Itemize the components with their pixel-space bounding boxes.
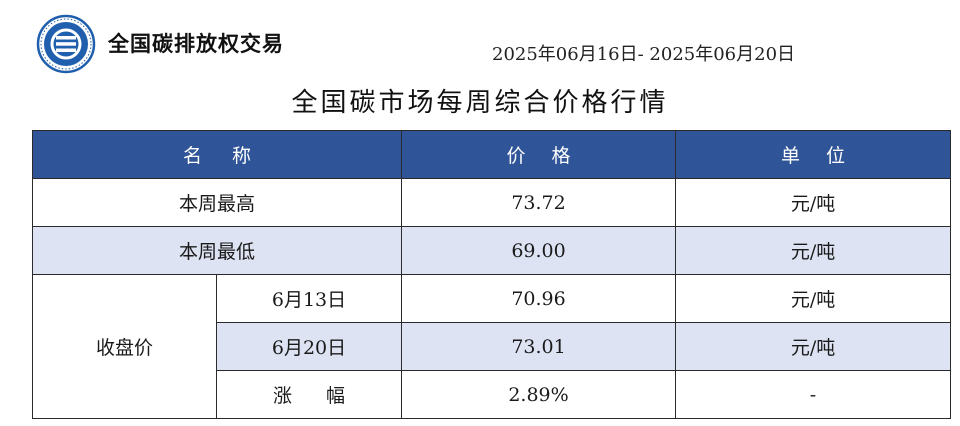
table-row: 本周最低 69.00 元/吨 xyxy=(31,226,952,275)
price-table: 名 称 价 格 单 位 本周最高 73.72 元/吨 本周最低 69.00 元/… xyxy=(31,130,952,419)
row-price-weekly-high: 73.72 xyxy=(401,178,677,227)
table-row: 收盘价 6月13日 70.96 元/吨 xyxy=(32,274,952,419)
column-header-unit: 单 位 xyxy=(675,130,952,179)
page-title: 全国碳市场每周综合价格行情 xyxy=(291,88,669,118)
table-header-row: 名 称 价 格 单 位 xyxy=(31,130,952,179)
column-header-name: 名 称 xyxy=(31,130,403,179)
row-unit-weekly-low: 元/吨 xyxy=(675,226,952,275)
closing-unit-prev: 元/吨 xyxy=(675,274,952,323)
row-name-weekly-high: 本周最高 xyxy=(31,178,403,227)
closing-date-prev: 6月13日 xyxy=(215,274,403,323)
row-name-weekly-low: 本周最低 xyxy=(31,226,403,275)
closing-price-prev: 70.96 xyxy=(401,274,677,323)
carbon-exchange-logo-icon xyxy=(36,14,96,74)
change-label: 涨 幅 xyxy=(215,370,403,419)
column-header-price: 价 格 xyxy=(401,130,677,179)
change-unit: - xyxy=(675,370,952,419)
brand-name: 全国碳排放权交易 xyxy=(108,32,284,56)
row-unit-weekly-high: 元/吨 xyxy=(675,178,952,227)
closing-price-label: 收盘价 xyxy=(32,274,217,419)
closing-price-current: 73.01 xyxy=(401,322,677,371)
row-price-weekly-low: 69.00 xyxy=(401,226,677,275)
change-value: 2.89% xyxy=(401,370,677,419)
table-row: 本周最高 73.72 元/吨 xyxy=(31,178,952,227)
closing-unit-current: 元/吨 xyxy=(675,322,952,371)
date-range: 2025年06月16日- 2025年06月20日 xyxy=(492,44,796,65)
closing-date-current: 6月20日 xyxy=(215,322,403,371)
